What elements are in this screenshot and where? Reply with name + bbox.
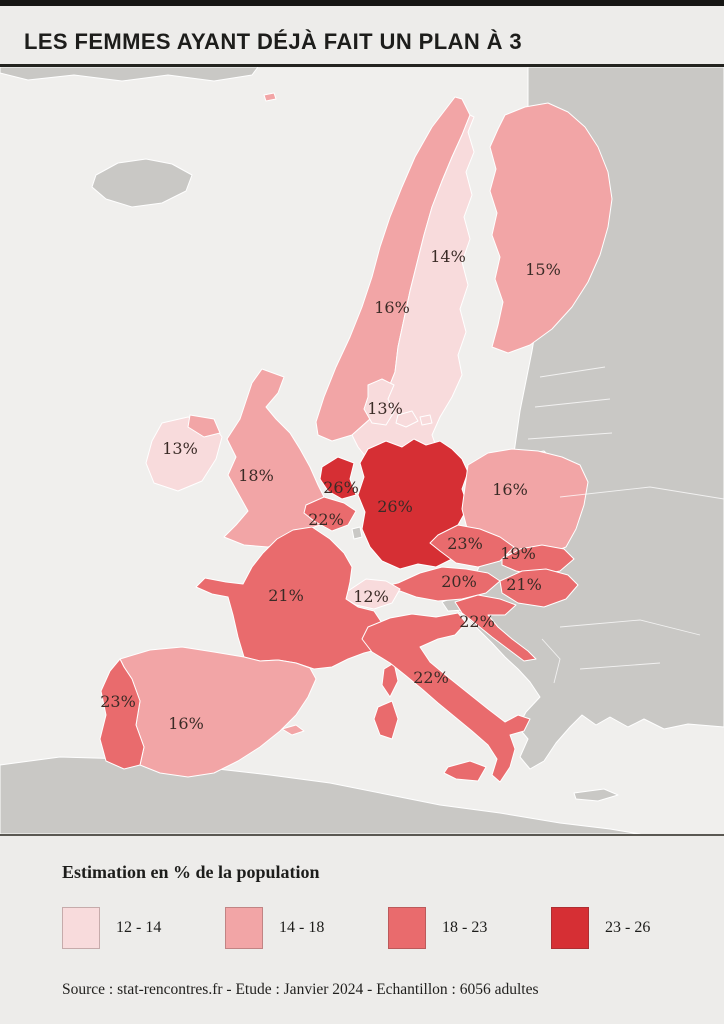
value-labels: 16% 14% 15% 13% 13% 18% 26% 22% 26% 16% 23% 19% 20% 2…	[100, 247, 561, 733]
country-sardinia	[373, 700, 399, 740]
header: LES FEMMES AYANT DÉJÀ FAIT UN PLAN À 3	[0, 6, 724, 64]
legend-swatch-14-18	[225, 907, 263, 949]
value-label-ireland: 13%	[162, 439, 198, 458]
value-label-united-kingdom: 18%	[238, 466, 274, 485]
value-label-switzerland: 12%	[353, 587, 389, 606]
country-denmark-islands	[395, 410, 433, 428]
value-label-germany: 26%	[377, 497, 413, 516]
landmass-iceland	[91, 158, 193, 208]
country-balearics	[281, 724, 305, 736]
legend-swatch-18-23	[388, 907, 426, 949]
value-label-france: 21%	[268, 586, 304, 605]
value-label-austria: 20%	[441, 572, 477, 591]
value-label-belgium: 22%	[308, 510, 344, 529]
legend-swatch-12-14	[62, 907, 100, 949]
value-label-denmark: 13%	[367, 399, 403, 418]
landmass-arctic-coast	[0, 67, 259, 82]
legend-items: 12 - 14 14 - 18 18 - 23 23 - 26	[62, 907, 724, 949]
country-norway-islet	[263, 92, 277, 102]
source-text: Source : stat-rencontres.fr - Etude : Ja…	[62, 981, 539, 998]
no-data-internal-borders	[527, 366, 724, 684]
landmass-luxembourg	[351, 526, 363, 540]
value-label-slovakia: 19%	[500, 544, 536, 563]
legend-title: Estimation en % de la population	[62, 862, 320, 882]
top-border-bar	[0, 0, 724, 6]
value-label-portugal: 23%	[100, 692, 136, 711]
value-label-croatia: 22%	[459, 612, 495, 631]
country-northern-ireland	[187, 414, 221, 438]
landmass-crete	[573, 788, 619, 802]
country-finland	[489, 102, 613, 354]
europe-choropleth-map: 16% 14% 15% 13% 13% 18% 26% 22% 26% 16% 23% 19% 20% 2…	[0, 67, 724, 834]
value-label-netherlands: 26%	[323, 478, 359, 497]
border-line	[559, 486, 724, 500]
value-label-spain: 16%	[168, 714, 204, 733]
map-divider	[0, 834, 724, 836]
legend-label: 14 - 18	[279, 919, 325, 936]
footer: Source : stat-rencontres.fr - Etude : Ja…	[0, 949, 724, 999]
country-slovakia	[501, 544, 575, 576]
page-title: LES FEMMES AYANT DÉJÀ FAIT UN PLAN À 3	[24, 29, 523, 54]
value-label-italy: 22%	[413, 668, 449, 687]
country-denmark	[363, 378, 395, 426]
countries	[99, 92, 613, 783]
legend: Estimation en % de la population 12 - 14…	[0, 836, 724, 949]
country-belgium	[303, 496, 357, 532]
value-label-czechia: 23%	[447, 534, 483, 553]
country-italy	[361, 612, 531, 783]
legend-item-23-26: 23 - 26	[551, 907, 714, 949]
value-label-sweden: 14%	[430, 247, 466, 266]
map-svg: 16% 14% 15% 13% 13% 18% 26% 22% 26% 16% 23% 19% 20% 2…	[0, 67, 724, 834]
legend-label: 12 - 14	[116, 919, 162, 936]
country-sicily	[443, 760, 487, 782]
title-divider	[0, 64, 724, 67]
legend-swatch-23-26	[551, 907, 589, 949]
value-label-norway: 16%	[374, 298, 410, 317]
border-line	[541, 638, 561, 684]
border-line	[579, 662, 661, 670]
border-line	[534, 398, 611, 408]
legend-label: 23 - 26	[605, 919, 651, 936]
country-netherlands	[319, 456, 357, 500]
legend-label: 18 - 23	[442, 919, 488, 936]
value-label-hungary: 21%	[506, 575, 542, 594]
value-label-finland: 15%	[525, 260, 561, 279]
country-hungary	[499, 568, 579, 608]
country-portugal	[99, 658, 145, 770]
legend-item-18-23: 18 - 23	[388, 907, 551, 949]
country-czechia	[429, 524, 515, 568]
value-label-poland: 16%	[492, 480, 528, 499]
legend-item-14-18: 14 - 18	[225, 907, 388, 949]
country-croatia	[454, 594, 537, 662]
infographic: LES FEMMES AYANT DÉJÀ FAIT UN PLAN À 3	[0, 0, 724, 999]
border-line	[539, 366, 606, 378]
border-line	[527, 432, 613, 440]
border-line	[559, 619, 701, 636]
legend-item-12-14: 12 - 14	[62, 907, 225, 949]
